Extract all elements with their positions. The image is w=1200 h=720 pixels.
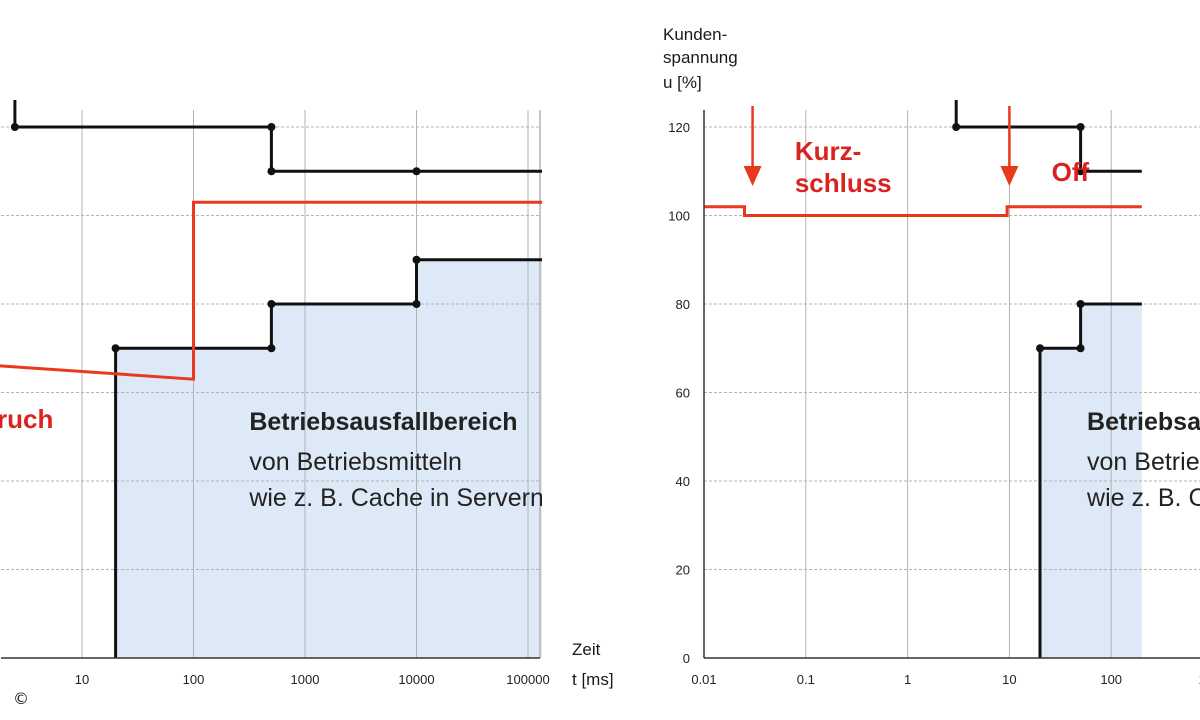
left-chart: Betriebsausfallbereich von Betriebsmittel… [0,100,614,689]
left-marker-2 [267,167,276,176]
right-ylabel-line-2: spannung [663,48,738,67]
right-x-tick-label: 1000 [1199,672,1200,687]
right-y-tick-label: 120 [668,120,690,135]
right-x-tick-label: 0.1 [797,672,815,687]
left-marker-0 [10,123,19,131]
right-marker-1 [1076,123,1085,131]
right-x-tick-label: 100 [1100,672,1122,687]
left-region-title: Betriebsausfallbereich [249,408,517,436]
right-region-title: Betriebsausfallbereich [1087,408,1200,436]
right-marker-5 [1076,300,1085,308]
right-y-tick-label: 20 [676,563,690,578]
left-x-tick-label: 100 [183,672,205,687]
right-y-tick-label: 100 [668,209,690,224]
right-marker-3 [1036,344,1045,353]
left-series-voltage [0,200,542,381]
left-marker-5 [267,344,276,353]
right-y-tick-label: 40 [676,474,690,489]
right-plot-area: Betriebsausfallbereich von Betriebsmittel… [704,100,1200,658]
left-marker-8 [412,255,421,264]
left-series-upper-limit [13,100,542,173]
right-x-tick-label: 0.01 [691,672,716,687]
right-marker-4 [1076,344,1085,353]
left-marker-1 [267,123,276,131]
left-marker-4 [111,344,120,353]
right-marker-0 [952,123,961,131]
right-chart: Betriebsausfallbereich von Betriebsmittel… [663,25,1200,687]
right-x-tick-label: 1 [904,672,911,687]
left-x-tick-label: 10000 [398,672,434,687]
right-region-line-1: von Betriebsmitteln [1087,448,1200,476]
left-marker-6 [267,300,276,308]
left-xlabel-line-1: Zeit [572,640,601,659]
right-y-tick-label: 0 [683,651,690,666]
right-annotation-0-line-0: Kurz- [795,136,861,166]
left-failure-region [115,259,542,658]
right-chart-labels: Kunden- spannung u [%] 0.010.11101001000… [663,25,1200,687]
right-region-line-2: wie z. B. Cache in Servern [1086,484,1200,512]
left-annotation-0: ruch [0,404,53,434]
right-arrow-head-1 [1000,166,1019,186]
left-xlabel-line-2: t [ms] [572,670,614,689]
left-x-tick-label: 1000 [291,672,320,687]
left-region-line-1: von Betriebsmitteln [249,448,462,476]
right-arrow-head-0 [743,166,762,186]
right-annotation-0-line-1: schluss [795,168,892,198]
copyright-icon: © [13,689,29,708]
right-annotation-1-line-0: Off [1052,157,1090,187]
right-marker-2 [1076,167,1085,176]
right-series-voltage [704,205,1142,217]
left-x-tick-label: 10 [75,672,89,687]
left-marker-7 [412,300,421,308]
left-marker-3 [412,167,421,176]
left-plot-area: Betriebsausfallbereich von Betriebsmittel… [0,100,544,658]
right-y-tick-label: 60 [676,386,690,401]
left-region-line-2: wie z. B. Cache in Servern [248,484,544,512]
right-y-tick-label: 80 [676,297,690,312]
left-chart-labels: Zeit t [ms] 10 100 1000 10000 100000 [1,640,614,689]
left-x-tick-label: 100000 [506,672,549,687]
right-ylabel-line-1: Kunden- [663,25,727,44]
right-series-upper-limit [954,100,1142,173]
right-x-tick-label: 10 [1002,672,1016,687]
right-ylabel-line-3: u [%] [663,73,702,92]
